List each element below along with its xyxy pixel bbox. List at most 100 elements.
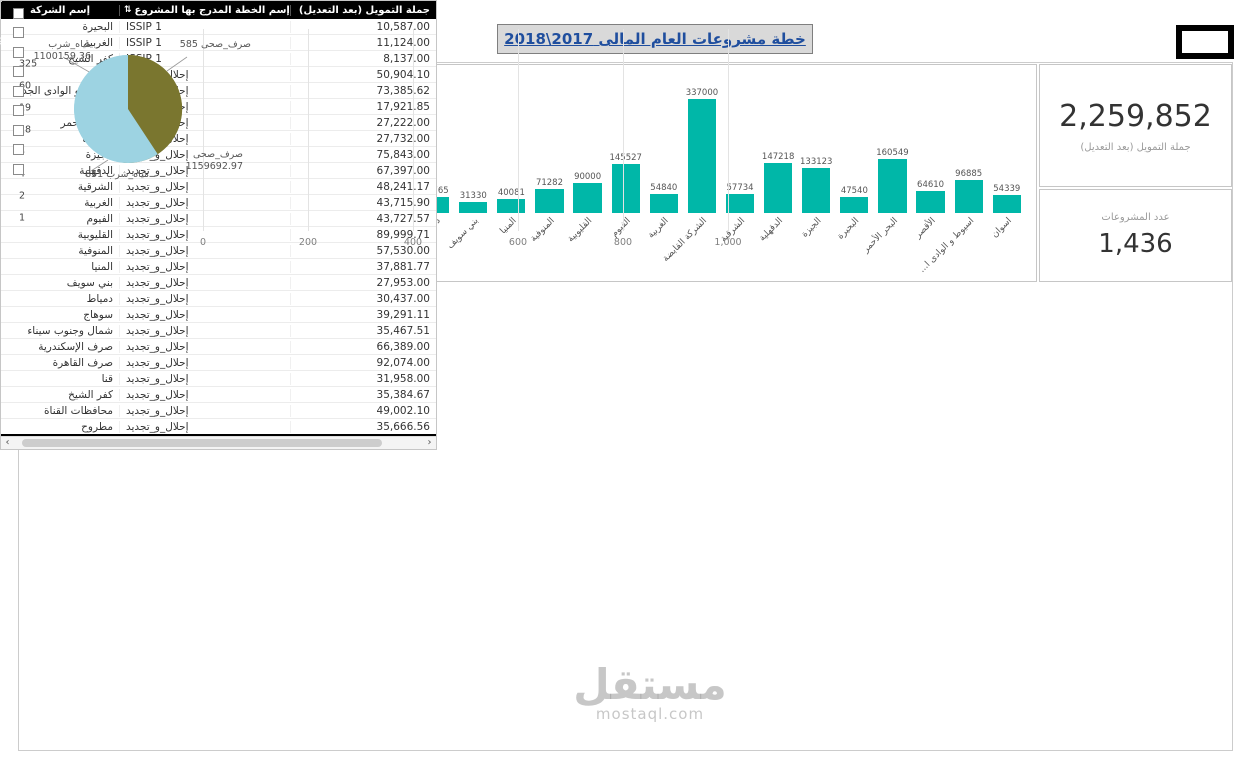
- bar-column[interactable]: 47540: [835, 81, 873, 213]
- bar-value-label: 992: [0, 36, 9, 48]
- table-row[interactable]: صرف القاهرة إحلال_و_تجديد 92,074.00: [1, 355, 436, 371]
- bar-column[interactable]: 96885: [950, 81, 988, 213]
- table-row[interactable]: الشرقية إحلال_و_تجديد 48,241.17: [1, 179, 436, 195]
- bar[interactable]: [649, 194, 678, 213]
- label-leader-line: [90, 159, 109, 172]
- scroll-right-icon[interactable]: ›: [427, 437, 432, 448]
- table-cell: إحلال_و_تجديد: [119, 356, 291, 369]
- table-row[interactable]: شمال وجنوب سيناء إحلال_و_تجديد 35,467.51: [1, 323, 436, 339]
- checkbox-icon[interactable]: [13, 66, 24, 78]
- table-cell: الغربية: [84, 196, 113, 209]
- table-row[interactable]: الدقهلية إحلال_و_تجديد 67,397.00: [1, 163, 436, 179]
- label-leader-line: [166, 56, 188, 72]
- table-row[interactable]: كفر الشيخ إحلال_و_تجديد 35,384.67: [1, 387, 436, 403]
- table-cell: 30,437.00: [376, 292, 430, 305]
- table-row[interactable]: قنا إحلال_و_تجديد 31,958.00: [1, 371, 436, 387]
- table-horizontal-scrollbar[interactable]: ‹ ›: [1, 436, 436, 449]
- table-row[interactable]: بني سويف إحلال_و_تجديد 27,953.00: [1, 275, 436, 291]
- bar-column[interactable]: 147218: [759, 81, 797, 213]
- checkbox-icon[interactable]: [13, 163, 24, 175]
- table-row[interactable]: الغربية ISSIP 1 11,124.00: [1, 35, 436, 51]
- bar[interactable]: [573, 182, 602, 213]
- bar[interactable]: [954, 180, 983, 213]
- sort-icon[interactable]: ⇅: [124, 5, 132, 15]
- table-cell: إحلال_و_تجديد: [119, 276, 291, 289]
- bar[interactable]: [916, 191, 945, 213]
- bar[interactable]: [687, 99, 716, 213]
- scrollbar-track[interactable]: [14, 437, 423, 449]
- count-pie-svg: [74, 55, 188, 172]
- table-cell: 49,002.10: [376, 404, 430, 417]
- bar[interactable]: [725, 193, 755, 213]
- table-row[interactable]: المنوفية إحلال_و_تجديد 57,530.00: [1, 243, 436, 259]
- bar[interactable]: [802, 168, 831, 213]
- scrollbar-thumb[interactable]: [22, 439, 383, 447]
- pie-slice-مياه_شرب[interactable]: [74, 55, 158, 163]
- table-cell: 43,715.90: [376, 196, 430, 209]
- table-row[interactable]: القليوبية إحلال_و_تجديد 89,999.71: [1, 227, 436, 243]
- checkbox-icon[interactable]: [13, 124, 24, 136]
- table-cell: 35,384.67: [376, 388, 430, 401]
- checkbox-icon[interactable]: [13, 144, 24, 156]
- table-row[interactable]: الغربية إحلال_و_تجديد 43,715.90: [1, 195, 436, 211]
- bar-category-label: اسوان: [989, 216, 1014, 240]
- table-cell: إحلال_و_تجديد: [119, 228, 291, 241]
- bar-column[interactable]: 71282: [530, 81, 568, 213]
- bar[interactable]: [878, 158, 907, 213]
- bar-value-label: 337000: [685, 88, 719, 98]
- bar-column[interactable]: 31330: [454, 81, 492, 213]
- checkbox-icon[interactable]: [13, 27, 24, 39]
- hbar-axis: 0 200 400 600 800 1,000: [200, 237, 742, 251]
- bar-column[interactable]: 64610: [912, 81, 950, 213]
- column-header-company[interactable]: إسم الشركة: [29, 4, 91, 16]
- table-cell: الدقهلية: [79, 164, 113, 177]
- bar-category: البحر الأحمر: [861, 214, 911, 280]
- table-cell: دمياط: [86, 292, 113, 305]
- bar-category-label: الدقهلية: [757, 216, 786, 244]
- bar-column[interactable]: 54339: [988, 81, 1026, 213]
- bar[interactable]: [459, 202, 488, 213]
- table-cell: 43,727.57: [376, 212, 430, 225]
- bar[interactable]: [535, 188, 564, 213]
- table-cell: 35,666.56: [376, 420, 430, 433]
- table-cell: إحلال_و_تجديد: [119, 340, 291, 353]
- table-cell: إحلال_و_تجديد: [119, 324, 291, 337]
- table-row[interactable]: صرف الإسكندرية إحلال_و_تجديد 66,389.00: [1, 339, 436, 355]
- table-cell: 27,222.00: [376, 116, 430, 129]
- checkbox-icon[interactable]: [13, 85, 24, 97]
- bar-column[interactable]: 145527: [607, 81, 645, 213]
- table-row[interactable]: البحيرة ISSIP 1 10,587.00: [1, 19, 436, 35]
- bar-column[interactable]: 57734: [721, 81, 759, 213]
- gridline: [623, 29, 624, 231]
- bar-value-label: 19: [19, 102, 32, 114]
- pie-label-value: 851: [85, 169, 107, 180]
- table-row[interactable]: محافظات القناة إحلال_و_تجديد 49,002.10: [1, 403, 436, 419]
- pie-label-name: صرف_صحى: [192, 149, 243, 160]
- bar-column[interactable]: 54840: [645, 81, 683, 213]
- bar[interactable]: [840, 196, 869, 213]
- bar[interactable]: [992, 194, 1021, 213]
- table-cell: 37,881.77: [376, 260, 430, 273]
- column-header-plan[interactable]: ⇅ إسم الخطة المدرج بها المشروع: [119, 4, 291, 16]
- scroll-right-icon[interactable]: ›: [5, 0, 9, 1]
- table-cell: إحلال_و_تجديد: [119, 244, 291, 257]
- bar[interactable]: [611, 163, 640, 213]
- bar-column[interactable]: 90000: [569, 81, 607, 213]
- checkbox-icon[interactable]: [13, 7, 24, 19]
- axis-tick-label: 200: [298, 237, 318, 248]
- column-header-funding[interactable]: جملة التمويل (بعد التعديل): [298, 4, 430, 16]
- bar-value-label: 147218: [761, 152, 795, 163]
- checkbox-icon[interactable]: [13, 46, 24, 58]
- pie-slice-صرف_صحى[interactable]: [128, 55, 183, 155]
- bar-column[interactable]: 337000: [683, 81, 721, 213]
- table-row[interactable]: دمياط إحلال_و_تجديد 30,437.00: [1, 291, 436, 307]
- table-row[interactable]: سوهاج إحلال_و_تجديد 39,291.11: [1, 307, 436, 323]
- table-row[interactable]: الفيوم إحلال_و_تجديد 43,727.57: [1, 211, 436, 227]
- bar-column[interactable]: 160549: [873, 81, 911, 213]
- bar-column[interactable]: 133123: [797, 81, 835, 213]
- checkbox-icon[interactable]: [13, 105, 24, 117]
- table-row[interactable]: مطروح إحلال_و_تجديد 35,666.56: [1, 419, 436, 434]
- table-row[interactable]: المنيا إحلال_و_تجديد 37,881.77: [1, 259, 436, 275]
- bar[interactable]: [764, 163, 793, 213]
- scroll-left-icon[interactable]: ‹: [5, 437, 10, 448]
